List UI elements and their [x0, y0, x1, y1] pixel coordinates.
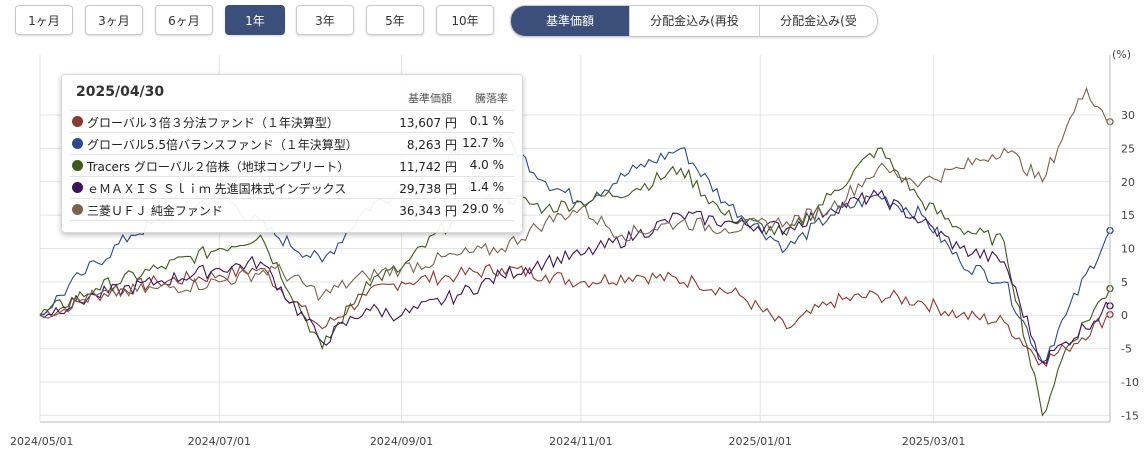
- tooltip-date: 2025/04/30: [76, 84, 165, 100]
- y-tick-label: -15: [1121, 409, 1139, 422]
- x-tick-label: 2024/07/01: [188, 435, 251, 448]
- tooltip-series-name: グローバル5.5倍バランスファンド（１年決算型）: [87, 138, 358, 152]
- series-color-dot: [72, 204, 83, 215]
- tooltip-series-name: グローバル３倍３分法ファンド（１年決算型）: [87, 116, 339, 130]
- y-unit-label: (%): [1112, 48, 1131, 61]
- y-tick-label: 15: [1121, 209, 1135, 222]
- period-1y-button[interactable]: 1年: [225, 5, 285, 35]
- tooltip-series-name: 三菱ＵＦＪ 純金ファンド: [87, 204, 223, 218]
- period-3y-button[interactable]: 3年: [296, 5, 354, 35]
- x-tick-label: 2025/03/01: [902, 435, 965, 448]
- tooltip-change: 12.7 %: [462, 136, 504, 150]
- tooltip-change: 29.0 %: [462, 202, 504, 216]
- period-3m-button[interactable]: 3ヶ月: [85, 5, 143, 35]
- tooltip-series-name: ｅＭＡＸＩＳ Ｓｌｉｍ 先進国株式インデックス: [87, 182, 347, 196]
- period-5y-button[interactable]: 5年: [366, 5, 424, 35]
- y-tick-label: -5: [1121, 343, 1132, 356]
- tab-received[interactable]: 分配金込み(受取): [759, 6, 877, 36]
- tooltip-price: 11,742 円: [399, 160, 457, 174]
- y-tick-label: 10: [1121, 243, 1135, 256]
- y-tick-label: 5: [1121, 276, 1128, 289]
- y-tick-label: 30: [1121, 109, 1135, 122]
- x-tick-label: 2024/11/01: [549, 435, 612, 448]
- tooltip-price: 36,343 円: [399, 204, 457, 218]
- tooltip-row: グローバル３倍３分法ファンド（１年決算型） 13,607 円 0.1 %: [70, 110, 514, 132]
- series-color-dot: [72, 116, 83, 127]
- y-tick-label: 25: [1121, 142, 1135, 155]
- y-tick-label: 0: [1121, 309, 1128, 322]
- period-10y-button[interactable]: 10年: [436, 5, 494, 35]
- tooltip-change: 0.1 %: [469, 114, 504, 128]
- series-line-0: [39, 263, 1111, 368]
- series-line-2: [39, 147, 1111, 417]
- series-line-4: [39, 86, 1111, 319]
- tab-nav-price[interactable]: 基準価額: [511, 6, 629, 36]
- x-tick-label: 2024/05/01: [10, 435, 73, 448]
- tooltip-row: グローバル5.5倍バランスファンド（１年決算型） 8,263 円 12.7 %: [70, 132, 514, 154]
- tab-reinvest[interactable]: 分配金込み(再投資): [629, 6, 759, 36]
- x-tick-label: 2025/01/01: [728, 435, 791, 448]
- tooltip-price: 8,263 円: [406, 138, 457, 152]
- series-color-dot: [72, 160, 83, 171]
- tooltip-price: 13,607 円: [399, 116, 457, 130]
- tooltip-row: Tracers グローバル２倍株（地球コンプリート） 11,742 円 4.0 …: [70, 154, 514, 176]
- tooltip-series-name: Tracers グローバル２倍株（地球コンプリート）: [87, 160, 350, 174]
- period-6m-button[interactable]: 6ヶ月: [155, 5, 213, 35]
- tooltip-col-change: 騰落率: [475, 92, 508, 105]
- y-tick-label: 20: [1121, 176, 1135, 189]
- chart-axes: 30 25 20 15 10 5 0 -5 -10 -15 2024/05/01 2024/07/01…: [10, 55, 1139, 448]
- tooltip-col-price: 基準価額: [408, 92, 452, 105]
- mode-tabs: 基準価額 分配金込み(再投資) 分配金込み(受取): [510, 5, 878, 37]
- series-color-dot: [72, 138, 83, 149]
- tooltip-change: 4.0 %: [469, 158, 504, 172]
- tooltip-row: ｅＭＡＸＩＳ Ｓｌｉｍ 先進国株式インデックス 29,738 円 1.4 %: [70, 176, 514, 198]
- series-line-3: [39, 189, 1111, 365]
- series-color-dot: [72, 182, 83, 193]
- tooltip-change: 1.4 %: [469, 180, 504, 194]
- tooltip-price: 29,738 円: [399, 182, 457, 196]
- x-tick-label: 2024/09/01: [370, 435, 433, 448]
- period-1m-button[interactable]: 1ヶ月: [15, 5, 73, 35]
- y-tick-label: -10: [1121, 376, 1139, 389]
- tooltip-row: 三菱ＵＦＪ 純金ファンド 36,343 円 29.0 %: [70, 198, 514, 221]
- chart-tooltip: 2025/04/30 基準価額 騰落率 グローバル３倍３分法ファンド（１年決算型…: [61, 74, 523, 233]
